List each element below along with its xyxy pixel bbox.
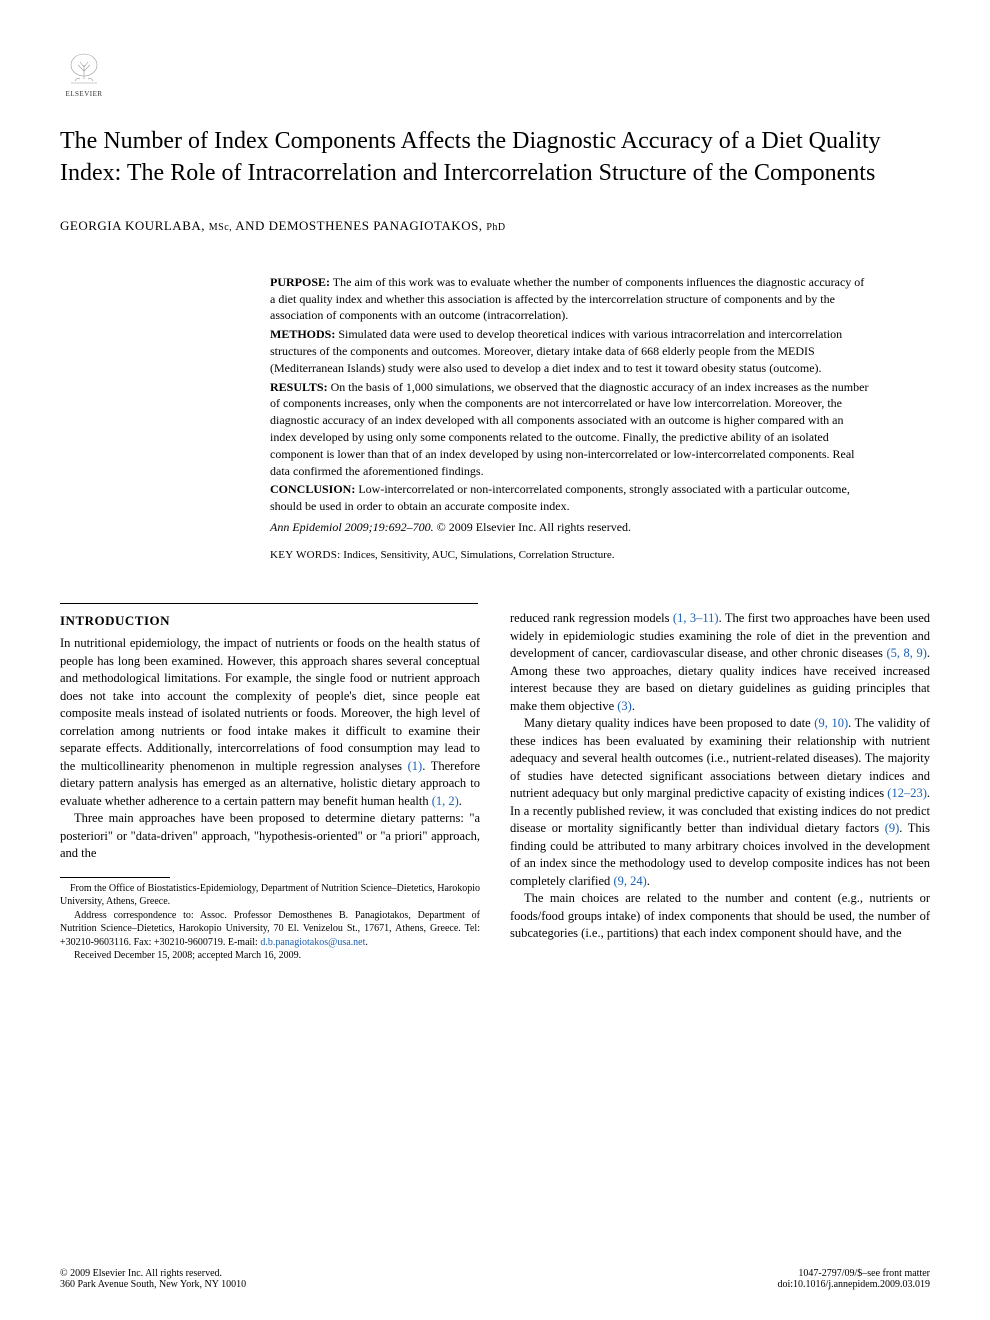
section-divider [60,603,478,604]
author-line: GEORGIA KOURLABA, MSc, AND DEMOSTHENES P… [60,218,930,234]
purpose-text: The aim of this work was to evaluate whe… [270,275,864,323]
publisher-logo: ELSEVIER [60,50,108,105]
footer-right: 1047-2797/09/$–see front matter doi:10.1… [778,1268,931,1290]
citation-link[interactable]: (9, 24) [613,874,646,888]
keywords-label: KEY WORDS: [270,549,341,561]
footer-issn: 1047-2797/09/$–see front matter [778,1268,931,1279]
footnotes: From the Office of Biostatistics-Epidemi… [60,882,480,963]
footer-address: 360 Park Avenue South, New York, NY 1001… [60,1279,246,1290]
results-text: On the basis of 1,000 simulations, we ob… [270,380,868,478]
citation-link[interactable]: (1) [408,759,423,773]
purpose-label: PURPOSE: [270,275,330,289]
author-2-degree: PhD [486,222,505,233]
elsevier-tree-icon [60,50,108,90]
conclusion-text: Low-intercorrelated or non-intercorrelat… [270,482,850,513]
introduction-heading: INTRODUCTION [60,612,480,630]
keywords-text: Indices, Sensitivity, AUC, Simulations, … [343,549,614,561]
citation-link[interactable]: (1, 3–11) [673,611,719,625]
column-right: reduced rank regression models (1, 3–11)… [510,610,930,963]
author-1-degree: MSc, [209,222,232,233]
body-paragraph: Many dietary quality indices have been p… [510,715,930,890]
methods-text: Simulated data were used to develop theo… [270,327,842,375]
footer-left: © 2009 Elsevier Inc. All rights reserved… [60,1268,246,1290]
body-paragraph: The main choices are related to the numb… [510,890,930,943]
abstract-copyright: © 2009 Elsevier Inc. All rights reserved… [437,520,631,534]
affiliation-note: From the Office of Biostatistics-Epidemi… [60,882,480,909]
publication-ref: Ann Epidemiol 2009;19:692–700. [270,520,434,534]
footer-doi: doi:10.1016/j.annepidem.2009.03.019 [778,1279,931,1290]
body-columns: INTRODUCTION In nutritional epidemiology… [60,610,930,963]
page-footer: © 2009 Elsevier Inc. All rights reserved… [60,1268,930,1290]
citation-link[interactable]: (3) [617,699,632,713]
footer-copyright: © 2009 Elsevier Inc. All rights reserved… [60,1268,246,1279]
results-label: RESULTS: [270,380,328,394]
citation-link[interactable]: (9) [885,821,900,835]
citation-link[interactable]: (1, 2) [432,794,459,808]
methods-label: METHODS: [270,327,335,341]
abstract: PURPOSE: The aim of this work was to eva… [270,274,870,563]
correspondence-note: Address correspondence to: Assoc. Profes… [60,909,480,950]
citation-link[interactable]: (12–23) [887,786,927,800]
conclusion-label: CONCLUSION: [270,482,355,496]
body-paragraph: In nutritional epidemiology, the impact … [60,635,480,810]
citation-link[interactable]: (5, 8, 9) [886,646,926,660]
footnote-divider [60,877,170,878]
author-2: DEMOSTHENES PANAGIOTAKOS, [269,218,483,233]
email-link[interactable]: d.b.panagiotakos@usa.net [260,937,365,948]
dates-note: Received December 15, 2008; accepted Mar… [60,949,480,963]
body-paragraph: reduced rank regression models (1, 3–11)… [510,610,930,715]
body-paragraph: Three main approaches have been proposed… [60,810,480,863]
author-1: GEORGIA KOURLABA, [60,218,205,233]
column-left: INTRODUCTION In nutritional epidemiology… [60,610,480,963]
article-title: The Number of Index Components Affects t… [60,125,930,190]
author-conj: AND [235,218,265,233]
citation-link[interactable]: (9, 10) [814,716,848,730]
publisher-name: ELSEVIER [60,90,108,98]
